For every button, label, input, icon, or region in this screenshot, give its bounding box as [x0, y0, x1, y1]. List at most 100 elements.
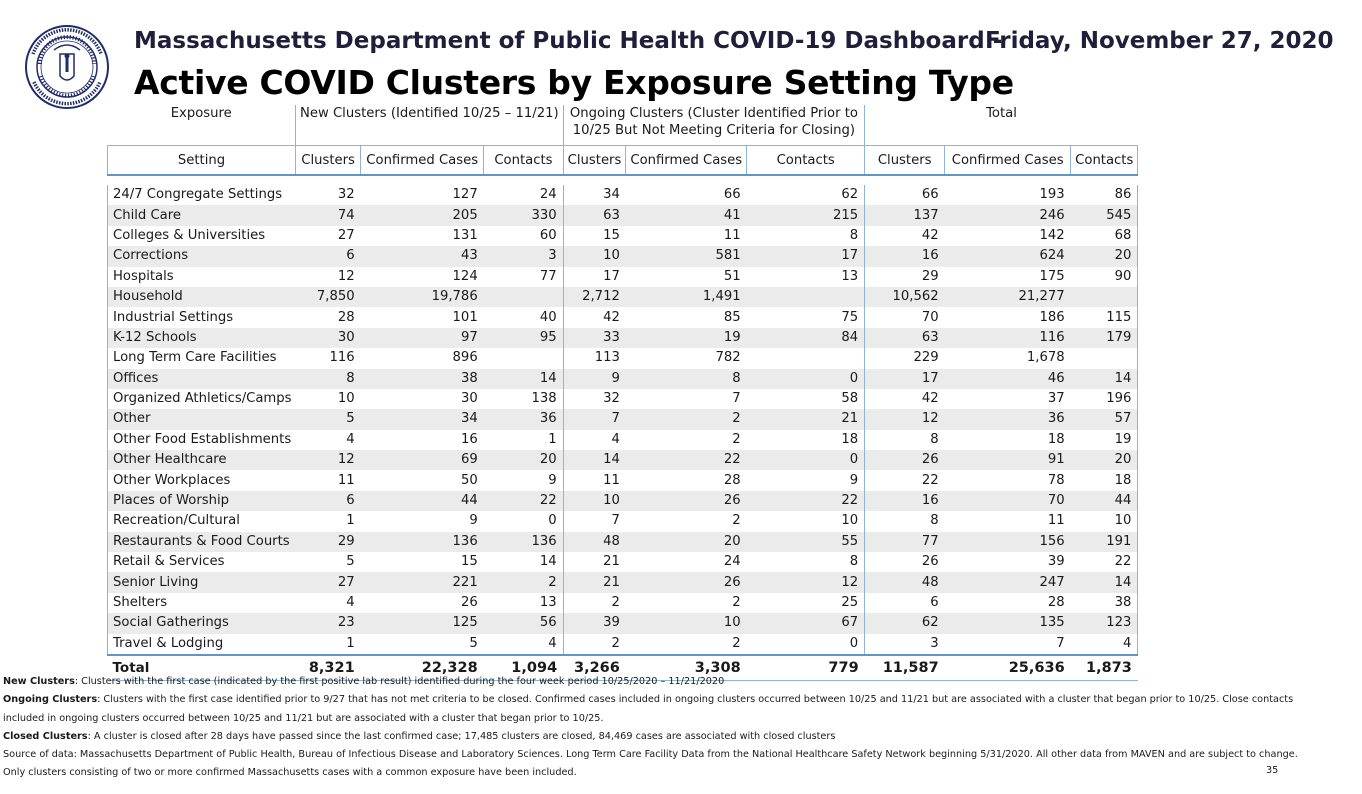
- value-cell: 91: [944, 450, 1071, 471]
- note-label: Ongoing Clusters: [3, 694, 98, 706]
- setting-name-cell: Organized Athletics/Camps: [106, 388, 296, 410]
- total-cell: 779: [746, 654, 865, 681]
- value-cell: 246: [944, 205, 1071, 226]
- value-cell: 9: [483, 470, 564, 491]
- setting-name-cell: Long Term Care Facilities: [106, 348, 296, 369]
- setting-name-cell: Recreation/Cultural: [106, 511, 296, 532]
- table-row: Shelters 4 26 13 2 2 25 6 28 38: [106, 592, 1139, 614]
- value-cell: 74: [295, 205, 361, 226]
- value-cell: 69: [360, 450, 484, 471]
- value-cell: 10,562: [864, 286, 945, 308]
- table-row: Other Food Establishments 4 16 1 4 2 18 8 18 19: [106, 429, 1139, 451]
- value-cell: 116: [329, 350, 355, 366]
- value-cell: 15: [603, 227, 620, 243]
- value-cell: 39: [563, 613, 626, 634]
- value-cell: 2: [732, 595, 741, 610]
- value-cell: 581: [625, 246, 747, 267]
- table-row: Social Gatherings 23 125 56 39 10 67 62 135 123: [106, 613, 1139, 634]
- value-cell: 16: [864, 490, 945, 512]
- value-cell: 113: [594, 350, 620, 366]
- value-cell: 16: [460, 431, 478, 447]
- setting-name-cell: Social Gatherings: [106, 613, 296, 634]
- value-cell: 186: [1039, 309, 1065, 325]
- setting-name-cell: Other: [106, 409, 296, 430]
- setting-name-cell: Restaurants & Food Courts: [106, 531, 296, 553]
- value-cell: 8: [746, 552, 866, 573]
- value-cell: 75: [746, 307, 866, 328]
- value-cell: [746, 348, 866, 369]
- column-header: Contacts: [746, 145, 865, 176]
- dashboard-title: Massachusetts Department of Public Healt…: [134, 28, 1003, 54]
- value-cell: 1,491: [625, 286, 747, 308]
- value-cell: 6: [295, 490, 361, 512]
- value-cell: 11: [337, 472, 355, 488]
- value-cell: 66: [723, 187, 741, 203]
- value-cell: 123: [1070, 613, 1139, 634]
- value-cell: 2,712: [563, 286, 626, 308]
- setting-name-cell: Child Care: [106, 205, 296, 226]
- value-cell: 116: [944, 327, 1071, 349]
- value-cell: 85: [723, 309, 741, 325]
- value-cell: 48: [864, 572, 945, 593]
- value-cell: 29: [295, 531, 361, 553]
- total-cell: 3,266: [563, 654, 626, 681]
- value-cell: 138: [483, 388, 564, 410]
- value-cell: 7: [732, 391, 741, 407]
- value-cell: 2: [483, 572, 564, 593]
- value-cell: 12: [746, 572, 866, 593]
- value-cell: 57: [1070, 409, 1139, 430]
- value-cell: 55: [746, 531, 866, 553]
- ongoing-header-line1: Ongoing Clusters (Cluster Identified Pri…: [569, 106, 858, 121]
- value-cell: 175: [1039, 268, 1065, 284]
- value-cell: 2: [611, 635, 620, 651]
- value-cell: 29: [921, 268, 939, 284]
- value-cell: 135: [944, 613, 1071, 634]
- note-ongoing-continued: included in ongoing clusters occurred be…: [3, 712, 604, 724]
- value-cell: 3: [930, 635, 939, 651]
- value-cell: 896: [452, 350, 478, 366]
- value-cell: 0: [746, 633, 866, 655]
- value-cell: 10: [563, 246, 626, 267]
- table-row: Restaurants & Food Courts 29 136 136 48 20 55 7…: [106, 531, 1139, 553]
- value-cell: 67: [746, 613, 866, 634]
- note-text: : A cluster is closed after 28 days have…: [87, 730, 836, 742]
- value-cell: 7: [611, 513, 620, 529]
- value-cell: 10: [563, 490, 626, 512]
- value-cell: 21: [746, 409, 866, 430]
- value-cell: 4: [483, 633, 564, 655]
- value-cell: 8: [930, 431, 939, 447]
- value-cell: 191: [1070, 531, 1139, 553]
- value-cell: 22: [483, 490, 564, 512]
- value-cell: 179: [1070, 327, 1139, 349]
- setting-name-cell: Other Healthcare: [106, 450, 296, 471]
- value-cell: 28: [723, 472, 741, 488]
- value-cell: 33: [563, 327, 626, 349]
- total-cell: 1,094: [483, 654, 564, 681]
- value-cell: 12: [864, 409, 945, 430]
- value-cell: 26: [625, 490, 747, 512]
- value-cell: 42: [603, 309, 620, 325]
- value-cell: 2: [732, 431, 741, 447]
- footnotes: New Clusters: Clusters with the first ca…: [3, 673, 1358, 783]
- value-cell: 11: [723, 227, 741, 243]
- value-cell: [1070, 286, 1139, 308]
- setting-name-cell: Shelters: [106, 592, 296, 614]
- value-cell: 125: [360, 613, 484, 634]
- value-cell: 2: [625, 409, 747, 430]
- value-cell: 101: [452, 309, 478, 325]
- column-header: Confirmed Cases: [360, 145, 484, 176]
- value-cell: 77: [483, 266, 564, 287]
- value-cell: 215: [746, 205, 866, 226]
- state-seal-logo: [24, 24, 110, 110]
- value-cell: 38: [1070, 592, 1139, 614]
- table-row: Places of Worship 6 44 22 10 26 22 16 70 44: [106, 490, 1139, 512]
- value-cell: 782: [715, 350, 741, 366]
- total-label: Total: [107, 654, 296, 681]
- value-cell: 18: [1070, 470, 1139, 491]
- value-cell: 10: [337, 391, 355, 407]
- table-row: Hospitals 12 124 77 17 51 13 29 175 90: [106, 266, 1139, 287]
- value-cell: 127: [452, 187, 478, 203]
- page-title: Active COVID Clusters by Exposure Settin…: [134, 63, 1014, 102]
- value-cell: [483, 348, 564, 369]
- value-cell: 1,678: [1026, 350, 1065, 366]
